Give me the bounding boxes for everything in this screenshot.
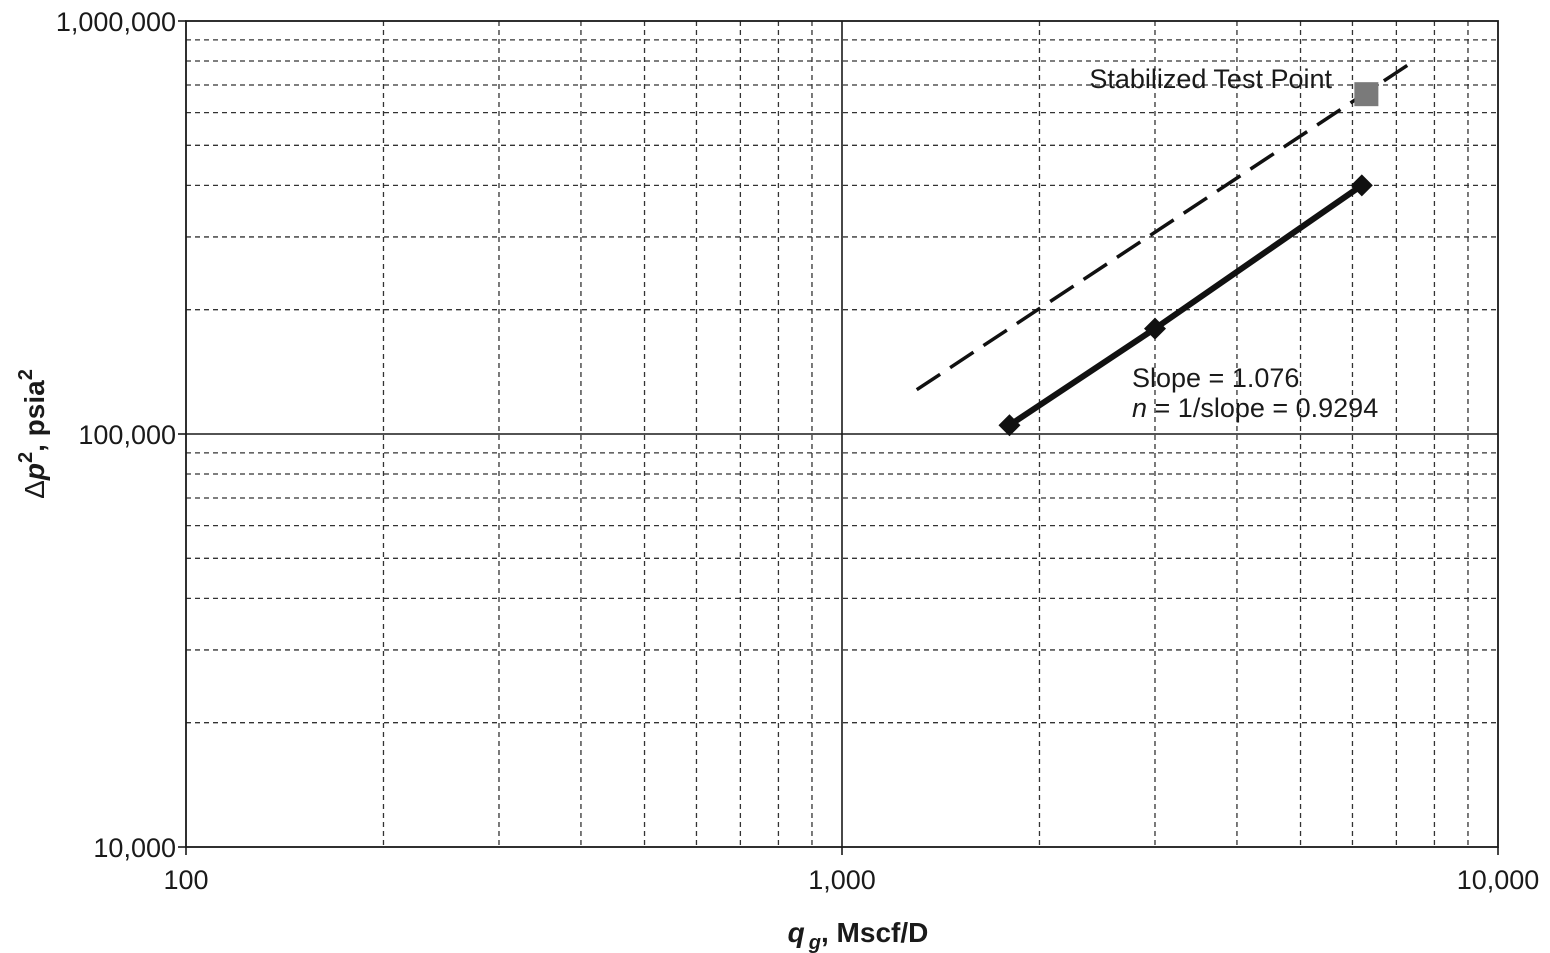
x-axis-symbol: q bbox=[788, 917, 805, 948]
x-tick-label: 10,000 bbox=[1457, 865, 1540, 895]
stabilized-test-point-label: Stabilized Test Point bbox=[1089, 64, 1332, 94]
y-axis-symbol: p bbox=[19, 463, 50, 481]
y-axis-title: Δp2, psia2 bbox=[15, 369, 50, 499]
y-axis-unit: , psia bbox=[19, 380, 50, 452]
tick-labels: 100 1,000 10,000 10,000 100,000 1,000,000 bbox=[56, 7, 1539, 895]
data-point-diamond bbox=[1143, 317, 1166, 340]
stabilized-deliverability-line bbox=[915, 60, 1414, 392]
x-tick-label: 100 bbox=[163, 865, 208, 895]
slope-annotation: Slope = 1.076 bbox=[1132, 363, 1299, 393]
data-point-diamond bbox=[998, 414, 1021, 437]
data-point-diamond bbox=[1350, 174, 1373, 197]
x-tick-label: 1,000 bbox=[808, 865, 876, 895]
y-axis-sup2: 2 bbox=[15, 369, 37, 380]
fit-line-segment bbox=[1006, 325, 1158, 429]
grid-lines bbox=[186, 21, 1498, 847]
stabilized-test-point-marker bbox=[1354, 82, 1379, 107]
n-annotation: n = 1/slope = 0.9294 bbox=[1132, 393, 1378, 423]
x-axis-title: q g, Mscf/D bbox=[788, 917, 929, 953]
y-tick-label: 10,000 bbox=[93, 833, 176, 863]
n-value: = 1/slope = 0.9294 bbox=[1147, 393, 1378, 423]
y-axis-delta: Δ bbox=[19, 480, 50, 499]
x-axis-subscript: g bbox=[808, 932, 821, 953]
y-tick-label: 1,000,000 bbox=[56, 7, 176, 37]
x-axis-unit: , Mscf/D bbox=[821, 917, 928, 948]
data-series bbox=[915, 60, 1414, 437]
y-axis-sup1: 2 bbox=[15, 452, 37, 463]
fit-line-segment bbox=[1151, 182, 1365, 332]
y-tick-label: 100,000 bbox=[78, 420, 176, 450]
n-symbol: n bbox=[1132, 393, 1147, 423]
